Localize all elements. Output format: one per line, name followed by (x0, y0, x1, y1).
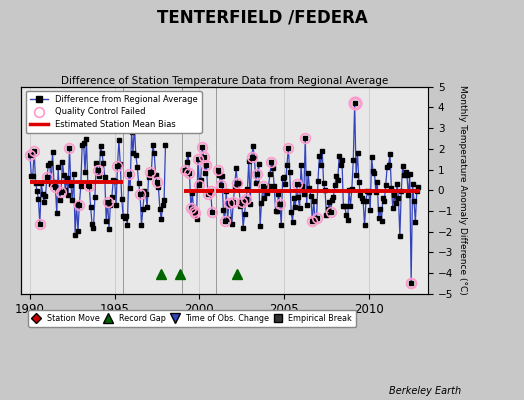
Y-axis label: Monthly Temperature Anomaly Difference (°C): Monthly Temperature Anomaly Difference (… (458, 85, 467, 295)
Legend: Station Move, Record Gap, Time of Obs. Change, Empirical Break: Station Move, Record Gap, Time of Obs. C… (28, 310, 356, 327)
Text: Berkeley Earth: Berkeley Earth (389, 386, 461, 396)
Text: TENTERFIELD /FEDERA: TENTERFIELD /FEDERA (157, 8, 367, 26)
Title: Difference of Station Temperature Data from Regional Average: Difference of Station Temperature Data f… (61, 76, 388, 86)
